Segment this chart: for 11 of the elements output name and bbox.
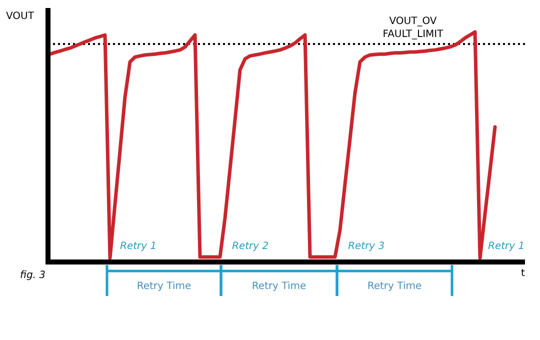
y-axis-title: VOUT <box>6 11 35 22</box>
annotation: Retry 1 <box>120 241 157 252</box>
text: Retry Time <box>367 281 422 292</box>
annotation: Retry 3 <box>348 241 385 252</box>
caption: fig. 3 <box>20 270 46 281</box>
ref-line-label: VOUT_OV FAULT_LIMIT <box>382 16 444 40</box>
text: Retry Time <box>252 281 306 292</box>
annotation: Retry 1 <box>488 241 525 252</box>
text: Retry Time <box>136 281 192 292</box>
x-axis-title: t <box>521 268 525 279</box>
annotation: Retry 2 <box>232 241 269 252</box>
